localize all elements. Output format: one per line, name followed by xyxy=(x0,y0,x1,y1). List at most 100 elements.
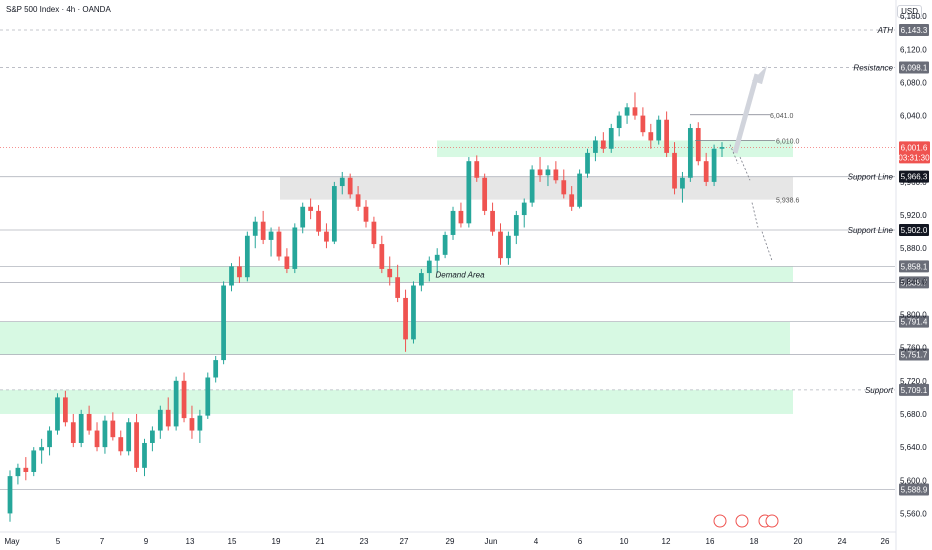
level-name-1: Resistance xyxy=(853,63,893,72)
price-tag-bg-2 xyxy=(899,170,929,183)
candle-body-35 xyxy=(284,256,290,269)
y-tick-label-12: 6,040.0 xyxy=(900,112,927,121)
x-tick-label-13: 6 xyxy=(578,537,583,546)
chart-title: S&P 500 Index · 4h · OANDA xyxy=(6,5,111,14)
candle-body-17 xyxy=(142,442,147,468)
candle-body-66 xyxy=(529,169,535,203)
candle-body-49 xyxy=(395,277,401,298)
currency-button[interactable]: USD xyxy=(897,5,922,18)
candle-body-68 xyxy=(545,169,551,176)
lower-demand-zone xyxy=(0,321,790,355)
candle-body-46 xyxy=(371,221,377,245)
candle-body-26 xyxy=(213,360,219,378)
candle-body-37 xyxy=(300,206,306,228)
candle-body-63 xyxy=(506,235,511,259)
price-tag-0: 6,143.3 xyxy=(901,26,928,35)
candle-body-77 xyxy=(616,115,622,129)
y-tick-label-6: 5,800.0 xyxy=(900,311,927,320)
y-tick-label-13: 6,080.0 xyxy=(900,78,927,87)
candle-body-36 xyxy=(292,227,298,269)
x-tick-label-0: May xyxy=(4,537,19,546)
candle-body-71 xyxy=(569,194,575,207)
candle-body-80 xyxy=(640,115,646,133)
x-tick-label-5: 15 xyxy=(228,537,237,546)
current-price-label: 6,001.6 xyxy=(901,143,928,152)
candle-body-10 xyxy=(86,413,92,431)
projection-arrow-2 xyxy=(739,156,751,181)
x-tick-label-4: 13 xyxy=(186,537,195,546)
candle-body-56 xyxy=(450,210,456,235)
x-tick-label-12: 4 xyxy=(534,537,539,546)
candle-body-33 xyxy=(268,231,274,240)
candle-body-23 xyxy=(189,418,195,431)
candle-body-47 xyxy=(379,244,385,269)
x-tick-label-9: 27 xyxy=(400,537,409,546)
price-tag-9: 5,588.9 xyxy=(901,485,928,494)
candle-body-6 xyxy=(55,397,60,431)
consolidation-zone xyxy=(280,176,793,200)
candle-body-58 xyxy=(466,161,472,224)
x-tick-label-15: 12 xyxy=(662,537,671,546)
demand-area-label: Demand Area xyxy=(435,271,485,280)
x-tick-label-1: 5 xyxy=(56,537,61,546)
candle-body-32 xyxy=(260,221,266,240)
projection-arrow-1 xyxy=(729,144,739,164)
projection-arrow-3 xyxy=(751,202,759,228)
candle-body-21 xyxy=(173,380,179,427)
demand-area-zone xyxy=(180,266,793,283)
x-tick-label-17: 18 xyxy=(750,537,759,546)
candle-body-31 xyxy=(252,221,258,236)
candle-body-86 xyxy=(687,128,693,178)
candle-body-85 xyxy=(680,177,685,189)
candle-body-59 xyxy=(474,161,480,178)
candle-body-45 xyxy=(363,206,369,222)
candle-body-81 xyxy=(648,132,654,141)
price-tag-bg-6 xyxy=(899,315,929,328)
candle-body-30 xyxy=(244,235,250,278)
candle-body-1 xyxy=(15,467,21,477)
candle-body-16 xyxy=(134,422,139,468)
label-6010: 6,010.0 xyxy=(776,138,799,145)
candle-body-22 xyxy=(181,380,187,419)
candle-body-72 xyxy=(577,173,582,207)
candle-body-69 xyxy=(553,169,559,181)
candle-body-0 xyxy=(7,476,13,514)
candle-body-29 xyxy=(237,266,242,278)
candle-body-5 xyxy=(47,430,52,448)
projection-arrow-up xyxy=(732,73,760,154)
y-tick-label-4: 5,720.0 xyxy=(900,377,927,386)
price-tag-8: 5,709.1 xyxy=(901,386,928,395)
candle-body-43 xyxy=(347,177,353,195)
candle-body-82 xyxy=(656,119,662,141)
y-tick-label-10: 5,960.0 xyxy=(900,178,927,187)
candle-body-83 xyxy=(664,119,669,153)
candle-body-70 xyxy=(561,180,567,195)
candle-body-78 xyxy=(624,107,630,116)
candle-body-50 xyxy=(403,297,408,340)
candle-body-62 xyxy=(498,231,503,259)
projection-arrowhead-up xyxy=(752,65,767,85)
flag-icon xyxy=(735,514,749,528)
candle-body-90 xyxy=(719,147,725,149)
candle-body-53 xyxy=(426,260,432,274)
x-tick-label-11: Jun xyxy=(485,537,498,546)
candle-body-34 xyxy=(276,231,282,257)
x-tick-label-16: 16 xyxy=(706,537,715,546)
x-tick-label-20: 26 xyxy=(881,537,890,546)
price-tag-bg-3 xyxy=(899,223,929,236)
candle-body-13 xyxy=(110,420,116,438)
level-name-3: Support Line xyxy=(848,226,894,235)
price-tag-4: 5,858.1 xyxy=(901,262,928,271)
price-tag-bg-1 xyxy=(899,61,929,74)
price-tag-bg-9 xyxy=(899,483,929,496)
candle-body-18 xyxy=(150,430,155,443)
candle-body-79 xyxy=(632,107,638,116)
y-tick-label-0: 5,560.0 xyxy=(900,509,927,518)
price-tag-bg-5 xyxy=(899,276,929,289)
current-price-tag-bg xyxy=(899,141,930,164)
y-tick-label-9: 5,920.0 xyxy=(900,211,927,220)
x-tick-label-8: 23 xyxy=(360,537,369,546)
x-tick-label-18: 20 xyxy=(794,537,803,546)
upper-zone xyxy=(437,140,793,158)
